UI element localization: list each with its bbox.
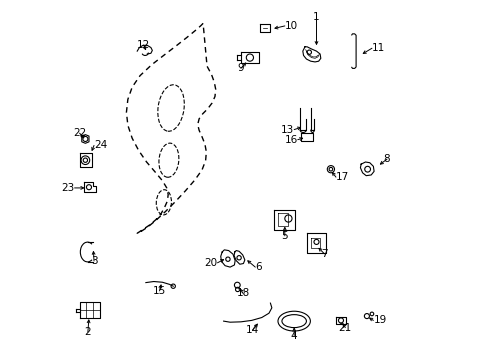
Text: 5: 5 <box>281 231 287 241</box>
Text: 13: 13 <box>280 125 294 135</box>
Text: 15: 15 <box>153 286 166 296</box>
Text: 14: 14 <box>245 325 259 336</box>
Text: 22: 22 <box>73 128 86 138</box>
Text: 9: 9 <box>237 63 244 73</box>
Text: 23: 23 <box>61 183 75 193</box>
Text: 16: 16 <box>284 135 297 145</box>
Text: 17: 17 <box>335 172 348 182</box>
Text: 7: 7 <box>321 249 327 259</box>
Text: 24: 24 <box>94 140 107 150</box>
Text: 3: 3 <box>90 256 97 266</box>
Text: 2: 2 <box>84 327 91 337</box>
Text: 11: 11 <box>371 43 385 53</box>
Text: 18: 18 <box>236 288 249 298</box>
Text: 4: 4 <box>290 330 297 341</box>
Text: 12: 12 <box>137 40 150 50</box>
Text: 20: 20 <box>204 258 217 268</box>
Text: 1: 1 <box>312 12 319 22</box>
Text: 6: 6 <box>255 262 262 272</box>
Text: 21: 21 <box>338 323 351 333</box>
Text: 19: 19 <box>373 315 386 325</box>
Text: 8: 8 <box>383 154 389 164</box>
Text: 10: 10 <box>284 21 297 31</box>
